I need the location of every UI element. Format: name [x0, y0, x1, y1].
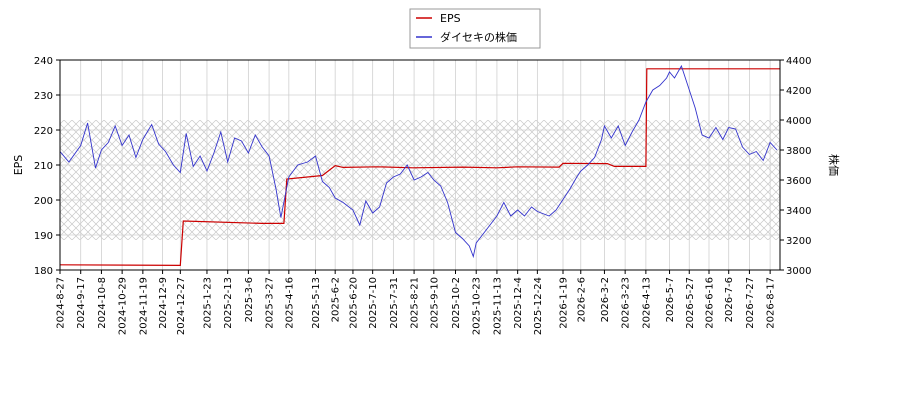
x-tick-label: 2025-3-27: [265, 277, 276, 329]
legend-box: [409, 8, 541, 49]
legend-label-eps: EPS: [440, 12, 461, 25]
y-left-tick-label: 220: [34, 126, 53, 137]
x-tick-label: 2026-5-27: [685, 277, 696, 329]
x-tick-label: 2025-12-4: [513, 277, 524, 329]
y-right-tick-label: 3200: [786, 236, 811, 247]
x-tick-label: 2025-10-23: [472, 277, 483, 335]
x-tick-label: 2024-9-17: [76, 277, 87, 329]
x-tick-label: 2026-4-13: [641, 277, 652, 329]
x-tick-label: 2025-12-24: [533, 277, 544, 335]
y-left-tick-label: 200: [34, 196, 53, 207]
legend: EPS ダイセキの株価: [409, 8, 541, 49]
x-tick-label: 2025-10-2: [451, 277, 462, 329]
x-tick-label: 2026-5-7: [665, 277, 676, 322]
x-tick-label: 2025-9-10: [429, 277, 440, 329]
x-tick-label: 2025-1-23: [202, 277, 213, 329]
x-tick-label: 2026-3-23: [621, 277, 632, 329]
x-tick-label: 2025-3-6: [244, 277, 255, 322]
y-left-tick-label: 180: [34, 266, 53, 277]
x-tick-label: 2024-11-19: [138, 277, 149, 335]
x-tick-label: 2026-1-19: [559, 277, 570, 329]
x-tick-label: 2026-2-6: [576, 277, 587, 322]
x-tick-label: 2026-8-17: [766, 277, 777, 329]
y-right-tick-label: 3800: [786, 146, 811, 157]
x-axis: 2024-8-27 2024-9-17 2024-10-8 2024-10-29 202…: [56, 270, 777, 335]
y-left-tick-label: 190: [34, 231, 53, 242]
y-left-tick-label: 230: [34, 91, 53, 102]
right-y-axis: 3000 3200 3400 3600 3800 4000 4200 4400: [780, 56, 811, 277]
x-tick-label: 2024-10-29: [118, 277, 129, 335]
x-tick-label: 2026-3-2: [600, 277, 611, 322]
legend-label-stock-price: ダイセキの株価: [440, 30, 517, 44]
x-tick-label: 2024-10-8: [97, 277, 108, 329]
x-tick-label: 2025-5-13: [311, 277, 322, 329]
y-right-tick-label: 3600: [786, 176, 811, 187]
x-tick-label: 2026-7-27: [745, 277, 756, 329]
eps-line: [60, 68, 780, 267]
x-tick-label: 2025-7-10: [368, 277, 379, 329]
y-right-tick-label: 3400: [786, 206, 811, 217]
left-y-axis: 180 190 200 210 220 230 240: [34, 56, 60, 277]
x-tick-label: 2024-8-27: [56, 277, 67, 329]
x-tick-label: 2024-12-9: [158, 277, 169, 329]
x-tick-label: 2025-4-16: [284, 277, 295, 329]
x-tick-label: 2026-7-6: [724, 277, 735, 322]
y-right-tick-label: 3000: [786, 266, 811, 277]
hatched-range-band: [60, 120, 780, 240]
x-tick-label: 2025-7-31: [389, 277, 400, 329]
left-axis-label: EPS: [12, 155, 25, 176]
right-axis-label: 株価: [827, 154, 841, 176]
y-left-tick-label: 210: [34, 161, 53, 172]
y-right-tick-label: 4200: [786, 86, 811, 97]
y-right-tick-label: 4400: [786, 56, 811, 67]
y-right-tick-label: 4000: [786, 116, 811, 127]
x-tick-label: 2025-11-13: [492, 277, 503, 335]
x-tick-label: 2025-2-13: [223, 277, 234, 329]
x-tick-label: 2025-8-21: [410, 277, 421, 329]
x-tick-label: 2025-6-2: [331, 277, 342, 322]
x-tick-label: 2026-6-16: [704, 277, 715, 329]
stock-price-line: [60, 64, 778, 259]
x-tick-label: 2025-6-20: [348, 277, 359, 329]
x-tick-label: 2024-12-27: [176, 277, 187, 335]
y-left-tick-label: 240: [34, 56, 53, 67]
